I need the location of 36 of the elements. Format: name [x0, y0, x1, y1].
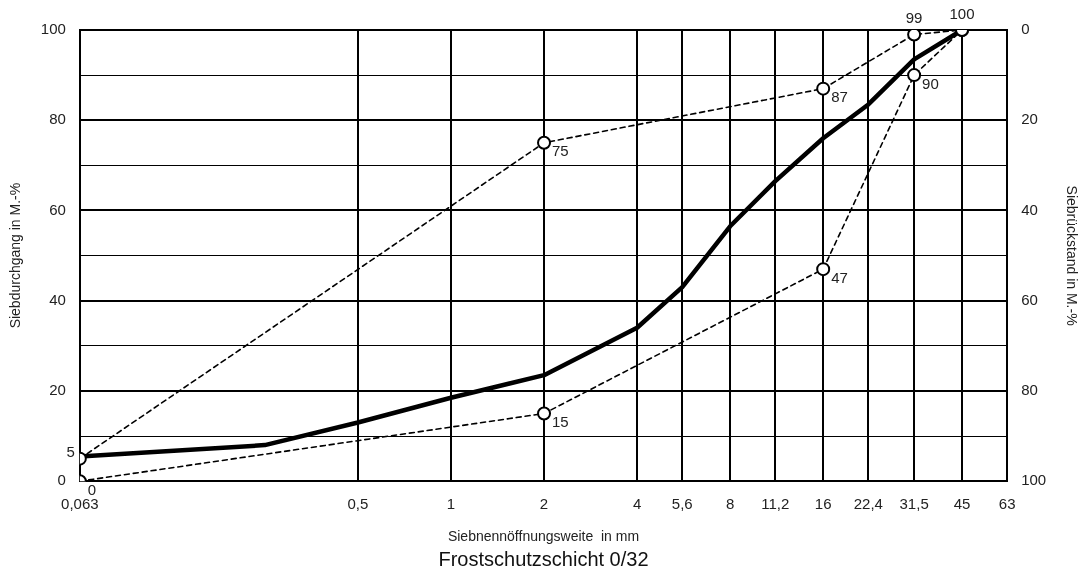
x-tick-label: 16	[814, 494, 832, 512]
x-tick-label: 45	[953, 494, 971, 512]
y-tick-label: 100	[40, 20, 66, 38]
data-label: 100	[949, 4, 975, 22]
y-tick-label: 40	[49, 290, 66, 308]
x-tick-label: 8	[725, 494, 735, 512]
y2-tick-label: 80	[1021, 381, 1038, 399]
y-tick-label: 80	[49, 110, 66, 128]
x-tick-label: 63	[998, 494, 1016, 512]
y2-tick-label: 40	[1021, 200, 1038, 218]
data-label: 15	[552, 413, 569, 431]
data-label: 5	[66, 443, 75, 461]
data-label: 87	[831, 88, 848, 106]
x-tick-label: 5,6	[671, 494, 693, 512]
y-tick-label: 20	[49, 381, 66, 399]
y-axis-title: Siebdurchgang in M.-%	[7, 182, 24, 329]
data-label: 75	[552, 142, 569, 160]
x-tick-label: 22,4	[853, 494, 883, 512]
x-tick-label: 0,5	[347, 494, 369, 512]
x-tick-label: 4	[632, 494, 642, 512]
data-label: 99	[905, 9, 923, 27]
y2-tick-label: 100	[1021, 471, 1047, 489]
y2-tick-label: 60	[1021, 290, 1038, 308]
text: Frostschutzschicht 0/32	[438, 547, 649, 570]
y-tick-label: 0	[57, 471, 66, 489]
y-tick-label: 60	[49, 200, 66, 218]
y2-axis-title: Siebrückstand in M.-%	[1063, 185, 1080, 326]
x-tick-label: 31,5	[899, 494, 929, 512]
y2-tick-label: 20	[1021, 110, 1038, 128]
x-tick-label: 1	[446, 494, 456, 512]
x-axis-title: Siebnennöffnungsweite in mm	[447, 528, 640, 545]
x-tick-label: 2	[539, 494, 549, 512]
data-label: 47	[831, 268, 848, 286]
y2-tick-label: 0	[1021, 20, 1030, 38]
x-tick-label: 11,2	[761, 494, 790, 512]
data-label: 90	[922, 74, 939, 92]
